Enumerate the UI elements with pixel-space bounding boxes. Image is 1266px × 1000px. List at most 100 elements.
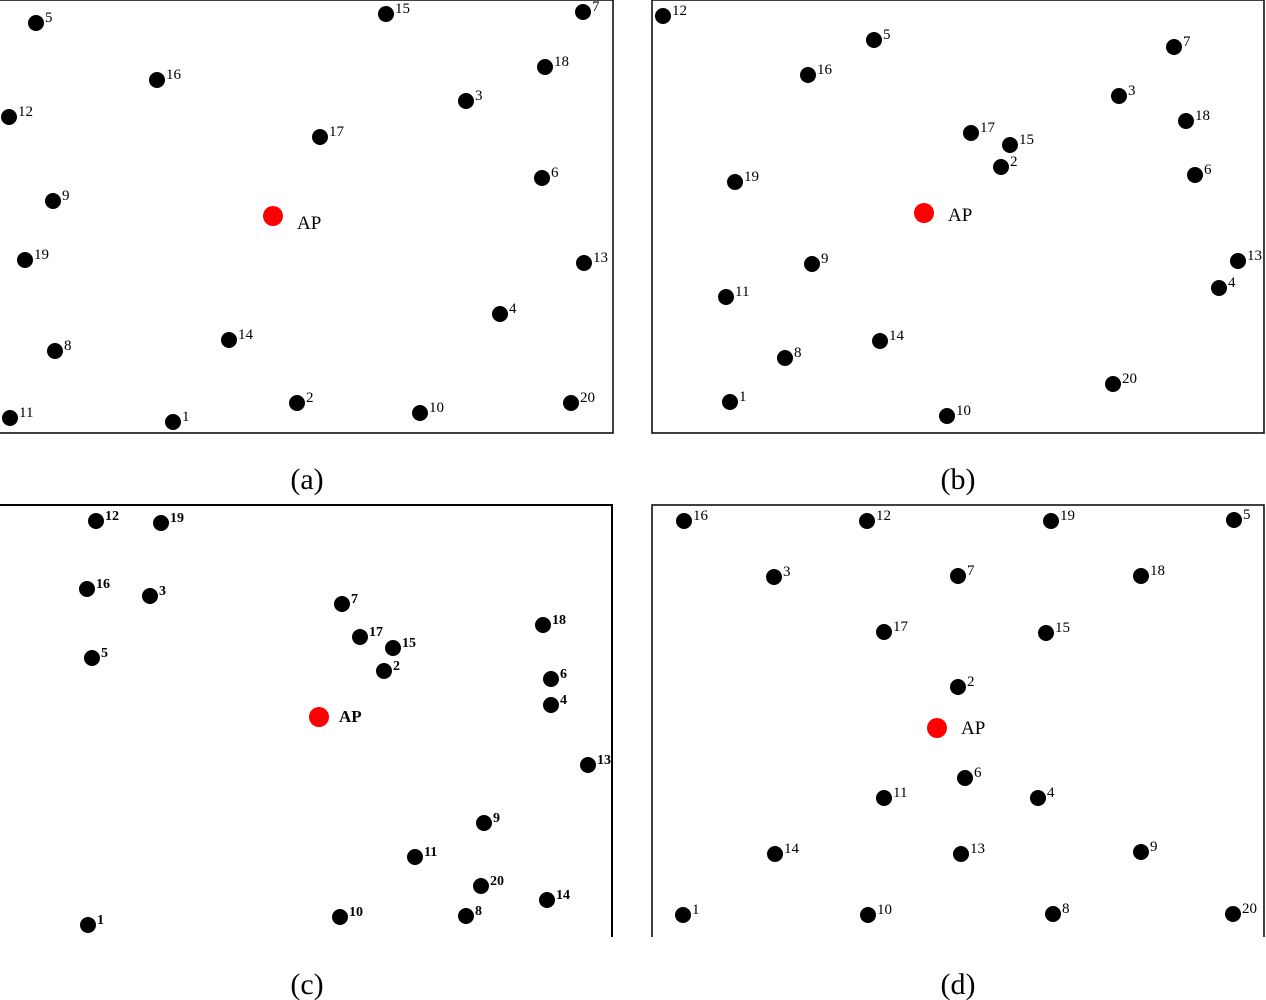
node-11-label: 11 xyxy=(893,785,907,801)
node-10: 10 xyxy=(939,403,971,424)
node-6-marker xyxy=(1187,167,1203,183)
node-9: 9 xyxy=(804,251,829,272)
node-7-label: 7 xyxy=(592,0,600,15)
node-7-marker xyxy=(1166,39,1182,55)
node-16: 16 xyxy=(79,577,110,597)
node-15-label: 15 xyxy=(1055,620,1070,636)
node-15: 15 xyxy=(1038,620,1070,641)
node-2-marker xyxy=(289,395,305,411)
panel-b-nodes: 12 5 7 16 3 18 17 152 6 19 9 13 4 11 14 8 20 1 10 AP xyxy=(655,3,1262,424)
node-17: 17 xyxy=(352,625,383,645)
node-19-label: 19 xyxy=(34,247,49,263)
node-17: 17 xyxy=(876,619,909,640)
node-19-label: 19 xyxy=(1060,508,1075,524)
node-13-marker xyxy=(953,846,969,862)
node-10: 10 xyxy=(412,400,444,421)
panel-a-frame xyxy=(0,0,614,434)
node-8: 8 xyxy=(1045,901,1070,922)
node-19-label: 19 xyxy=(744,169,759,185)
access-point-label: AP xyxy=(297,213,321,234)
node-19: 19 xyxy=(17,247,49,268)
node-11-label: 11 xyxy=(19,405,33,421)
node-15-label: 15 xyxy=(1019,132,1034,148)
node-1-marker xyxy=(722,394,738,410)
node-13-label: 13 xyxy=(597,753,611,768)
node-2-marker xyxy=(950,679,966,695)
node-16-marker xyxy=(79,581,95,597)
node-12-label: 12 xyxy=(876,508,891,524)
node-1: 1 xyxy=(165,409,190,430)
node-9-marker xyxy=(804,256,820,272)
node-4-marker xyxy=(543,697,559,713)
node-7-label: 7 xyxy=(1183,34,1191,50)
node-9-label: 9 xyxy=(493,811,500,826)
node-10: 10 xyxy=(860,902,892,923)
node-3-label: 3 xyxy=(783,564,791,580)
node-6-label: 6 xyxy=(551,165,559,181)
node-16-label: 16 xyxy=(96,577,110,592)
node-1-label: 1 xyxy=(739,389,747,405)
node-2: 2 xyxy=(376,659,400,679)
node-13: 13 xyxy=(1230,248,1262,269)
node-4-marker xyxy=(1211,280,1227,296)
node-9-label: 9 xyxy=(821,251,829,267)
node-7-label: 7 xyxy=(967,563,975,579)
node-3-marker xyxy=(1111,88,1127,104)
node-12-label: 12 xyxy=(18,104,33,120)
node-4-label: 4 xyxy=(560,693,567,708)
node-15: 15 xyxy=(385,636,416,656)
node-2-marker xyxy=(376,663,392,679)
node-9: 9 xyxy=(476,811,500,831)
node-18-marker xyxy=(537,59,553,75)
node-14: 14 xyxy=(539,888,570,908)
node-9-marker xyxy=(45,193,61,209)
access-point-label: AP xyxy=(339,707,362,726)
node-6: 6 xyxy=(543,667,567,687)
node-18: 18 xyxy=(537,54,569,75)
node-16: 16 xyxy=(149,67,182,88)
node-12: 12 xyxy=(655,3,687,24)
node-12-marker xyxy=(88,513,104,529)
node-6: 6 xyxy=(1187,162,1212,183)
node-1: 1 xyxy=(80,913,104,933)
node-3: 3 xyxy=(1111,83,1136,104)
node-19-marker xyxy=(17,252,33,268)
node-6-marker xyxy=(534,170,550,186)
node-3-label: 3 xyxy=(475,88,483,104)
node-7-marker xyxy=(950,568,966,584)
node-17-marker xyxy=(963,125,979,141)
node-5-label: 5 xyxy=(45,10,53,26)
node-2-label: 2 xyxy=(393,659,400,674)
node-2-label: 2 xyxy=(1010,154,1018,170)
node-14-marker xyxy=(767,846,783,862)
node-11-marker xyxy=(407,849,423,865)
node-15-marker xyxy=(378,6,394,22)
access-point-marker xyxy=(914,203,934,223)
node-5-marker xyxy=(1226,512,1242,528)
node-13: 13 xyxy=(580,753,611,773)
node-13-label: 13 xyxy=(593,250,608,266)
node-4: 4 xyxy=(1030,785,1055,806)
node-19: 19 xyxy=(153,511,184,531)
node-8: 8 xyxy=(777,345,802,366)
node-20-marker xyxy=(473,878,489,894)
node-14-marker xyxy=(872,333,888,349)
node-4-label: 4 xyxy=(1047,785,1055,801)
node-20-marker xyxy=(1225,906,1241,922)
node-20: 20 xyxy=(1225,901,1257,922)
node-14-label: 14 xyxy=(556,888,570,903)
node-2-label: 2 xyxy=(967,674,975,690)
node-14-label: 14 xyxy=(889,328,905,344)
node-3: 3 xyxy=(458,88,483,109)
node-7-marker xyxy=(575,4,591,20)
node-20-marker xyxy=(1105,376,1121,392)
node-14-label: 14 xyxy=(784,841,800,857)
node-10-label: 10 xyxy=(877,902,892,918)
access-point-marker xyxy=(263,206,283,226)
node-17: 17 xyxy=(963,120,996,141)
node-9: 9 xyxy=(1133,839,1158,860)
node-5: 5 xyxy=(84,646,108,666)
node-8-label: 8 xyxy=(475,904,482,919)
node-17-marker xyxy=(312,129,328,145)
